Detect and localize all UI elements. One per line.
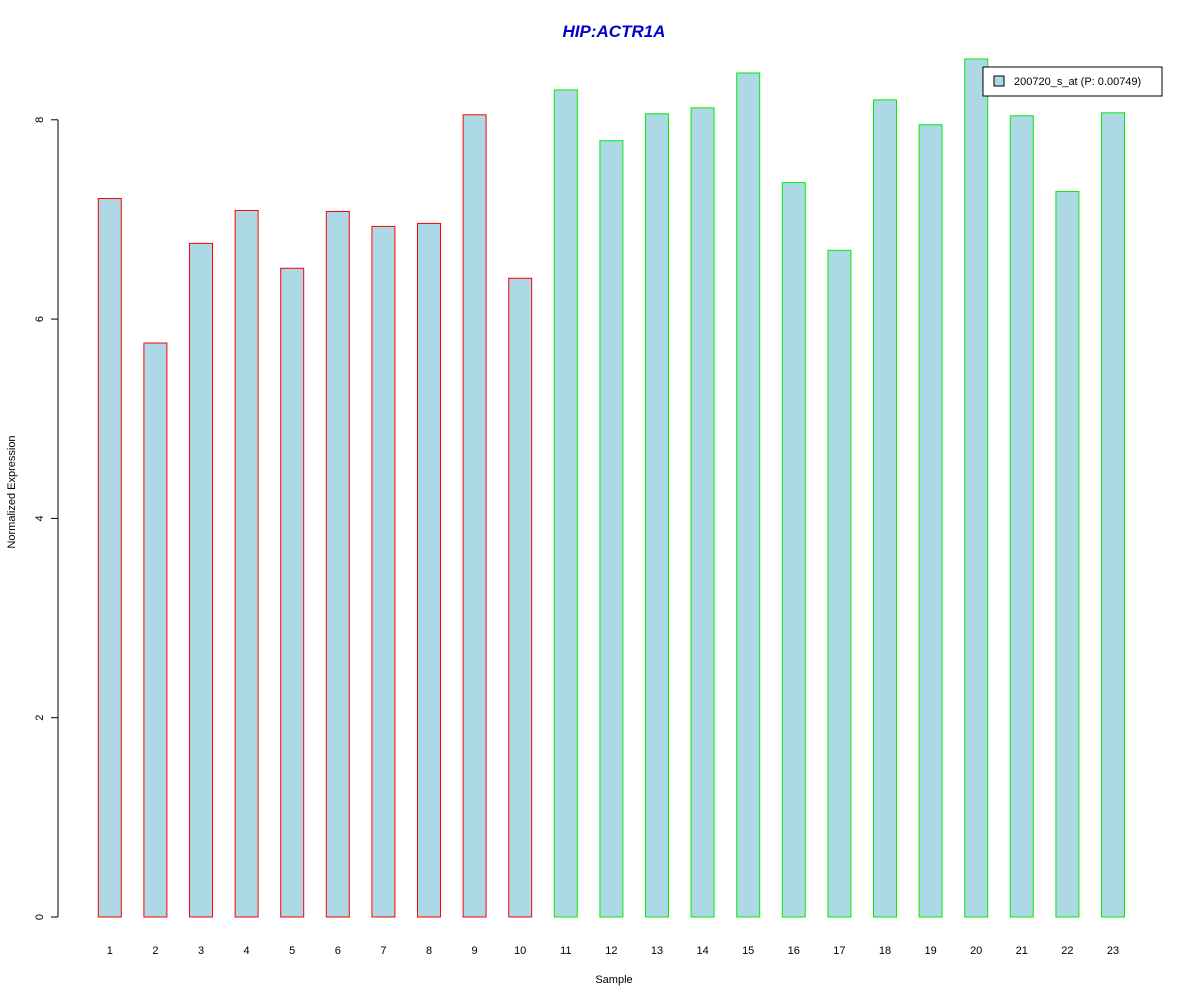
legend-box <box>982 66 1163 97</box>
x-tick-label: 18 <box>879 945 891 957</box>
x-tick-label: 22 <box>1061 945 1073 957</box>
legend: 200720_s_at (P: 0.00749) <box>982 66 1163 97</box>
x-tick-label: 17 <box>833 945 845 957</box>
x-tick-label: 2 <box>152 945 158 957</box>
x-tick-label: 19 <box>924 945 936 957</box>
x-tick-label: 14 <box>696 945 708 957</box>
bar-sample-5 <box>280 267 305 918</box>
x-tick-label: 12 <box>605 945 617 957</box>
bar-sample-8 <box>417 222 441 918</box>
legend-swatch <box>993 75 1005 87</box>
x-tick-label: 16 <box>788 945 800 957</box>
x-tick-label: 11 <box>560 945 571 957</box>
bar-sample-21 <box>1009 115 1034 918</box>
x-tick-label: 1 <box>107 945 113 957</box>
bar-sample-2 <box>143 342 168 918</box>
y-tick-label: 6 <box>34 316 46 322</box>
bar-sample-23 <box>1101 112 1125 918</box>
x-tick-label: 4 <box>244 945 250 957</box>
x-tick-label: 13 <box>651 945 663 957</box>
bar-sample-16 <box>781 182 806 918</box>
bar-sample-19 <box>918 124 943 918</box>
bar-sample-10 <box>508 277 533 918</box>
x-tick-label: 7 <box>380 945 386 957</box>
bar-sample-14 <box>690 107 715 918</box>
bar-sample-18 <box>873 99 897 918</box>
x-axis-label: Sample <box>595 974 632 986</box>
chart-title: HIP:ACTR1A <box>563 22 666 41</box>
x-tick-label: 6 <box>335 945 341 957</box>
bar-sample-17 <box>827 249 852 918</box>
bars <box>97 58 1125 918</box>
x-tick-label: 8 <box>426 945 432 957</box>
y-tick-label: 4 <box>34 515 46 521</box>
bar-sample-6 <box>325 210 350 918</box>
x-tick-label: 10 <box>514 945 526 957</box>
y-tick-label: 2 <box>34 715 46 721</box>
bar-sample-15 <box>736 72 761 918</box>
y-tick-label: 8 <box>34 117 46 123</box>
bar-sample-11 <box>553 89 578 918</box>
bar-sample-1 <box>97 198 122 918</box>
bar-sample-20 <box>964 58 989 918</box>
x-axis: 1 2 3 4 5 6 7 8 9 10 11 12 13 14 15 16 17 18 19 20 21 22 23 <box>107 945 1119 957</box>
bar-sample-9 <box>462 114 487 918</box>
bar-sample-22 <box>1055 191 1080 918</box>
bar-sample-3 <box>189 242 213 918</box>
y-axis: 0 2 4 6 8 <box>34 117 59 920</box>
x-tick-label: 23 <box>1107 945 1119 957</box>
x-tick-label: 20 <box>970 945 982 957</box>
y-axis-label: Normalized Expression <box>6 435 18 548</box>
y-tick-label: 0 <box>34 914 46 920</box>
x-tick-label: 9 <box>472 945 478 957</box>
x-tick-label: 15 <box>742 945 754 957</box>
x-tick-label: 3 <box>198 945 204 957</box>
bar-sample-4 <box>234 209 259 918</box>
legend-label: 200720_s_at (P: 0.00749) <box>1014 76 1141 88</box>
bar-sample-7 <box>371 225 396 918</box>
bar-sample-13 <box>645 113 669 918</box>
bar-sample-12 <box>599 140 624 918</box>
x-tick-label: 5 <box>289 945 295 957</box>
x-tick-label: 21 <box>1016 945 1028 957</box>
